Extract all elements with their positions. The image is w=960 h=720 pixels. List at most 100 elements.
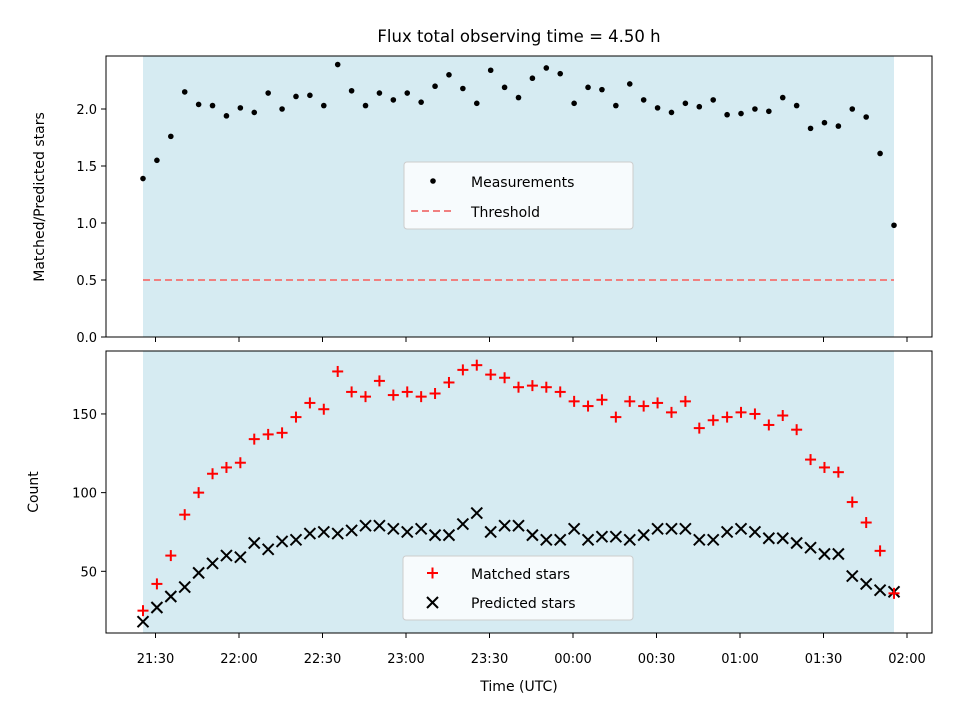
measurement-point	[195, 101, 202, 108]
matched-star-point	[832, 466, 844, 478]
matched-star-point	[471, 359, 483, 371]
predicted-star-point	[387, 522, 400, 536]
predicted-star-point	[873, 583, 887, 597]
matched-star-point	[707, 414, 719, 426]
count-plot-frame	[105, 350, 933, 634]
x-tick-label: 23:00	[387, 652, 424, 667]
x-tick-label: 23:30	[471, 652, 508, 667]
matched-star-point	[193, 487, 205, 499]
matched-star-point	[318, 403, 330, 415]
predicted-star-point	[192, 566, 205, 580]
measurement-point	[849, 106, 856, 112]
measurement-point	[626, 81, 633, 87]
predicted-star-point	[554, 533, 567, 547]
measurement-point	[724, 111, 730, 118]
matched-star-point	[568, 395, 580, 407]
matched-star-point	[679, 395, 691, 407]
matched-star-point	[373, 375, 385, 387]
ratio-panel: 0.00.51.01.52.0 Matched/Predicted stars …	[32, 55, 933, 346]
measurement-point	[682, 100, 689, 107]
matched-star-point	[457, 364, 469, 376]
predicted-star-point	[581, 533, 595, 547]
measurement-point	[835, 123, 842, 129]
matched-star-point	[540, 381, 552, 393]
predicted-star-point	[275, 535, 289, 548]
matched-star-point	[499, 372, 511, 384]
predicted-star-point	[651, 522, 664, 536]
measurement-point	[877, 150, 883, 157]
matched-star-point	[888, 587, 900, 599]
predicted-star-point	[289, 533, 303, 547]
ratio-y-tick-label: 1.0	[76, 217, 97, 232]
matched-star-point	[735, 406, 747, 418]
measurements-legend-label: Measurements	[471, 175, 574, 191]
measurement-point	[696, 103, 703, 110]
ratio-y-axis-label: Matched/Predicted stars	[32, 112, 48, 282]
matched-legend-marker	[427, 567, 438, 579]
measurement-point	[209, 102, 216, 109]
matched-star-point	[624, 395, 636, 407]
matched-star-point	[207, 468, 219, 480]
measurement-point	[821, 119, 828, 126]
measurement-point	[265, 90, 271, 96]
count-panel: 50 100 150 21:30 22:00 22:30 23:00 23:30 00:00 00…	[26, 350, 933, 695]
measurement-point	[432, 83, 438, 90]
predicted-star-point	[150, 601, 164, 614]
matched-star-point	[332, 365, 344, 377]
measurement-point	[348, 87, 355, 94]
measurement-point	[418, 99, 424, 105]
x-tick-label: 01:00	[721, 652, 758, 667]
measurement-point	[390, 97, 397, 103]
measurement-point	[585, 84, 591, 91]
measurement-point	[237, 105, 244, 111]
predicted-star-point	[720, 525, 734, 539]
matched-star-point	[304, 397, 316, 409]
matched-star-point	[818, 461, 830, 473]
matched-star-point	[346, 386, 358, 398]
count-legend-box	[402, 555, 634, 621]
ratio-y-tick-label: 2.0	[76, 103, 97, 118]
matched-star-point	[262, 428, 274, 440]
matched-star-point	[360, 391, 372, 403]
measurement-point	[223, 113, 230, 119]
predicted-star-point	[345, 524, 358, 537]
predicted-star-point	[261, 543, 275, 556]
matched-star-point	[777, 410, 789, 422]
ratio-plot-frame	[105, 55, 933, 338]
measurement-point	[863, 114, 869, 120]
matched-star-point	[554, 386, 566, 398]
x-tick-label: 02:00	[888, 652, 925, 667]
predicted-star-point	[748, 525, 762, 539]
predicted-legend-label: Predicted stars	[471, 596, 576, 612]
matched-star-point	[290, 411, 302, 423]
measurement-point	[613, 102, 619, 109]
matched-star-point	[665, 406, 677, 418]
measurement-point	[668, 109, 675, 116]
predicted-star-point	[595, 530, 609, 543]
predicted-star-point	[248, 536, 261, 550]
measurement-point	[752, 106, 758, 112]
measurement-point	[710, 97, 717, 103]
measurement-point	[168, 133, 174, 140]
predicted-star-point	[178, 580, 191, 594]
matched-star-point	[763, 419, 775, 431]
measurement-point	[557, 70, 564, 77]
measurement-point	[599, 86, 605, 93]
matched-star-point	[401, 386, 413, 398]
predicted-star-point	[136, 615, 150, 628]
matched-star-point	[485, 369, 497, 381]
predicted-star-point	[234, 550, 247, 564]
x-axis-label: Time (UTC)	[479, 679, 557, 695]
matched-star-point	[165, 550, 177, 562]
matched-star-point	[721, 411, 733, 423]
matched-star-point	[638, 400, 650, 412]
predicted-star-point	[484, 525, 497, 539]
x-tick-label: 21:30	[137, 652, 174, 667]
matched-star-point	[582, 400, 594, 412]
predicted-star-point	[637, 528, 650, 542]
predicted-star-point	[401, 525, 414, 539]
matched-star-point	[248, 433, 260, 445]
measurement-point	[543, 65, 550, 71]
x-tick-label: 00:00	[554, 652, 591, 667]
